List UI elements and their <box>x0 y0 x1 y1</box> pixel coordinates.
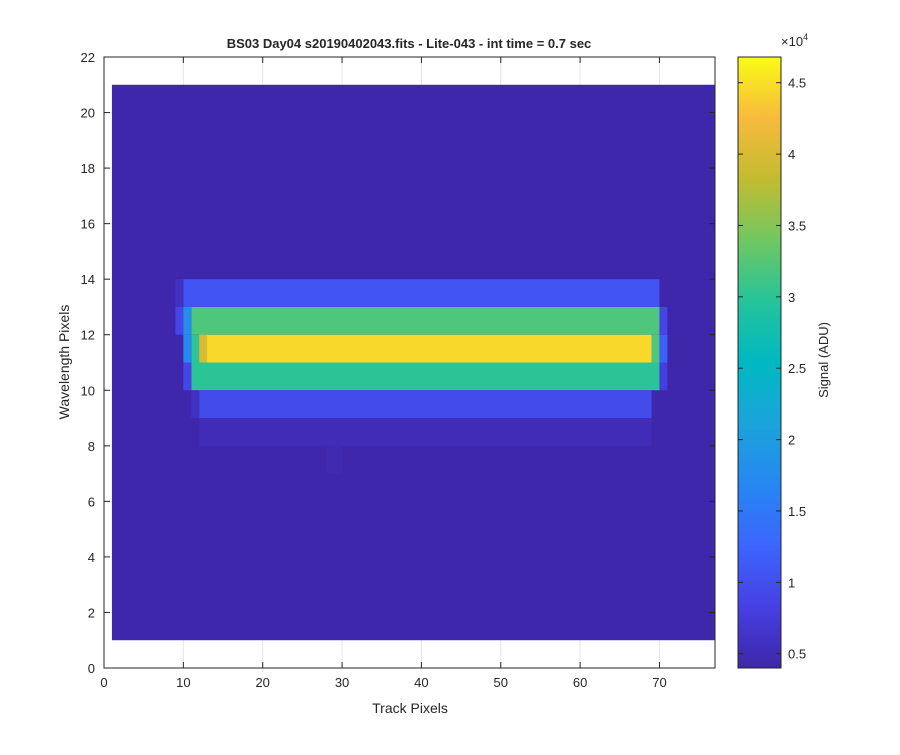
x-tick-label: 70 <box>652 675 666 690</box>
colorbar <box>737 56 782 669</box>
heatmap-band <box>199 418 652 446</box>
colorbar-tick-label: 4.5 <box>788 76 806 91</box>
y-tick-label: 16 <box>81 217 95 232</box>
y-tick-label: 4 <box>88 550 95 565</box>
colorbar-label: Signal (ADU) <box>816 322 831 398</box>
colorbar-exponent: ×104 <box>781 32 808 49</box>
x-tick-label: 0 <box>100 675 107 690</box>
heatmap-edge-cell <box>175 279 184 307</box>
colorbar-tick-label: 3 <box>788 290 795 305</box>
plot-frame <box>103 56 716 669</box>
y-tick-label: 0 <box>88 661 95 676</box>
x-tick-label: 20 <box>255 675 269 690</box>
heatmap-edge-cell <box>191 334 200 363</box>
heatmap-edge-cell <box>659 334 668 363</box>
x-tick-label: 60 <box>573 675 587 690</box>
y-tick-label: 18 <box>81 161 95 176</box>
heatmap-band <box>191 362 660 391</box>
heatmap-band <box>326 445 343 474</box>
heatmap-edge-cell <box>191 390 200 419</box>
heatmap-edge-cell <box>659 362 668 391</box>
y-tick-label: 6 <box>88 494 95 509</box>
heatmap-edge-cell <box>651 334 660 363</box>
x-tick-label: 50 <box>494 675 508 690</box>
heatmap-cells <box>111 84 716 641</box>
heatmap-band <box>191 306 660 335</box>
colorbar-tick-label: 2.5 <box>788 361 806 376</box>
colorbar-tick-label: 4 <box>788 147 795 162</box>
y-tick-label: 20 <box>81 106 95 121</box>
x-axis-label: Track Pixels <box>372 700 448 716</box>
colorbar-tick-label: 0.5 <box>788 647 806 662</box>
y-tick-label: 22 <box>81 50 95 65</box>
heatmap-edge-cell <box>183 306 192 335</box>
y-tick-label: 12 <box>81 328 95 343</box>
colorbar-tick-label: 1 <box>788 575 795 590</box>
x-tick-label: 10 <box>176 675 190 690</box>
y-axis-label: Wavelength Pixels <box>56 305 72 420</box>
colorbar-ticks: 0.5 1 1.5 2 2.5 3 3.5 4 4.5 <box>738 76 806 662</box>
y-tick-label: 2 <box>88 605 95 620</box>
heatmap-edge-cell <box>183 362 192 391</box>
y-tick-label: 8 <box>88 439 95 454</box>
y-axis: 0 2 4 6 8 10 12 14 16 18 20 22 <box>81 50 715 676</box>
heatmap-band <box>199 334 652 363</box>
heatmap-edge-cell <box>183 334 192 363</box>
colorbar-tick-label: 1.5 <box>788 504 806 519</box>
colorbar-tick-label: 3.5 <box>788 218 806 233</box>
heatmap-band <box>183 279 660 307</box>
heatmap-edge-cell <box>175 306 184 335</box>
y-tick-label: 10 <box>81 383 95 398</box>
heatmap-band <box>199 390 652 419</box>
y-tick-label: 14 <box>81 272 95 287</box>
chart-title: BS03 Day04 s20190402043.fits - Lite-043 … <box>227 36 592 51</box>
heatmap-edge-cell <box>659 306 668 335</box>
colorbar-tick-label: 2 <box>788 433 795 448</box>
heatmap-edge-cell <box>199 334 208 363</box>
x-axis: 0 10 20 30 40 50 60 70 <box>100 57 667 690</box>
x-tick-label: 30 <box>335 675 349 690</box>
x-tick-label: 40 <box>414 675 428 690</box>
